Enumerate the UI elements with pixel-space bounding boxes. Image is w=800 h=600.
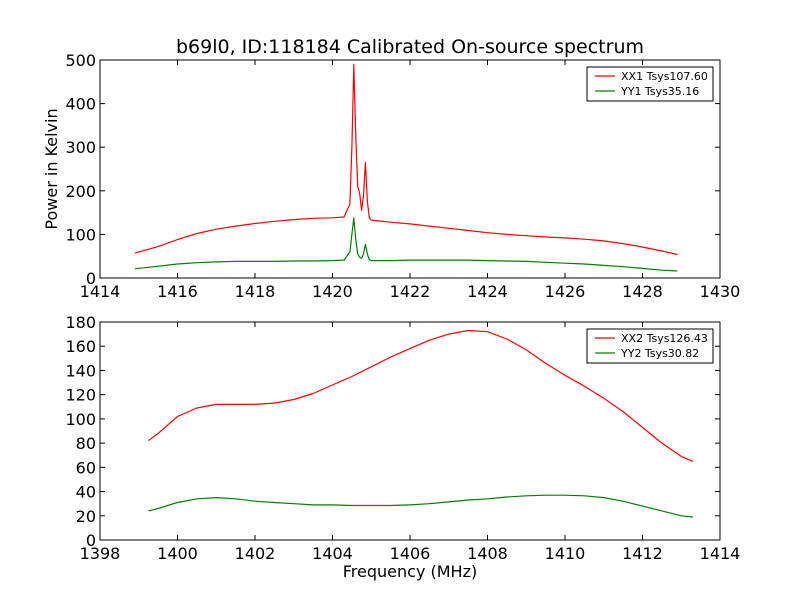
x-tick-label: 1410 <box>545 544 586 563</box>
legend-entry-2: YY1 Tsys35.16 <box>620 85 699 98</box>
legend-entry-1: XX2 Tsys126.43 <box>621 332 708 345</box>
y-tick-label: 400 <box>65 95 96 114</box>
x-tick-label: 1416 <box>157 282 198 301</box>
y-tick-label: 80 <box>76 434 96 453</box>
x-tick-label: 1412 <box>622 544 663 563</box>
y-tick-label: 0 <box>86 531 96 550</box>
y-tick-label: 180 <box>65 313 96 332</box>
y-tick-label: 0 <box>86 269 96 288</box>
legend-box <box>586 328 714 364</box>
x-tick-label: 1424 <box>467 282 508 301</box>
x-tick-label: 1408 <box>467 544 508 563</box>
x-tick-label: 1398 <box>80 544 121 563</box>
x-tick-label: 1426 <box>545 282 586 301</box>
legend: XX1 Tsys107.60 YY1 Tsys35.16 <box>586 66 714 102</box>
chart-title: b69l0, ID:118184 Calibrated On-source sp… <box>176 36 644 58</box>
y-tick-label: 120 <box>65 386 96 405</box>
y-tick-label: 20 <box>76 507 96 526</box>
legend-entry-1: XX1 Tsys107.60 <box>621 70 708 83</box>
x-tick-label: 1400 <box>157 544 198 563</box>
x-tick-label: 1430 <box>700 282 741 301</box>
y-tick-label: 60 <box>76 458 96 477</box>
x-tick-label: 1428 <box>622 282 663 301</box>
x-tick-label: 1402 <box>235 544 276 563</box>
y-tick-label: 140 <box>65 361 96 380</box>
series-line-1 <box>148 329 694 462</box>
x-tick-label: 1414 <box>700 544 741 563</box>
series-line-2 <box>148 494 693 518</box>
y-tick-label: 100 <box>65 410 96 429</box>
y-tick-label: 500 <box>65 51 96 70</box>
y-tick-label: 200 <box>65 182 96 201</box>
top-plot-panel: 1414 1416 1418 1420 1422 1424 1426 1428 1430 0 100… <box>42 51 740 301</box>
series-line-2 <box>134 217 678 272</box>
bottom-plot-panel: 1398 1400 1402 1404 1406 1408 1410 1412 1414 0 20 4… <box>65 313 740 581</box>
series-line-1 <box>134 63 678 256</box>
x-tick-label: 1420 <box>312 282 353 301</box>
y-tick-label: 160 <box>65 337 96 356</box>
x-tick-label: 1418 <box>235 282 276 301</box>
legend-entry-2: YY2 Tsys30.82 <box>620 347 699 360</box>
y-tick-label: 300 <box>65 138 96 157</box>
x-tick-label: 1414 <box>80 282 121 301</box>
x-axis-label: Frequency (MHz) <box>343 562 477 581</box>
y-tick-label: 40 <box>76 483 96 502</box>
x-tick-label: 1422 <box>390 282 431 301</box>
x-tick-label: 1406 <box>390 544 431 563</box>
x-tick-label: 1404 <box>312 544 353 563</box>
legend-box <box>586 66 714 102</box>
legend: XX2 Tsys126.43 YY2 Tsys30.82 <box>586 328 714 364</box>
y-tick-label: 100 <box>65 225 96 244</box>
y-axis-label: Power in Kelvin <box>42 108 61 229</box>
